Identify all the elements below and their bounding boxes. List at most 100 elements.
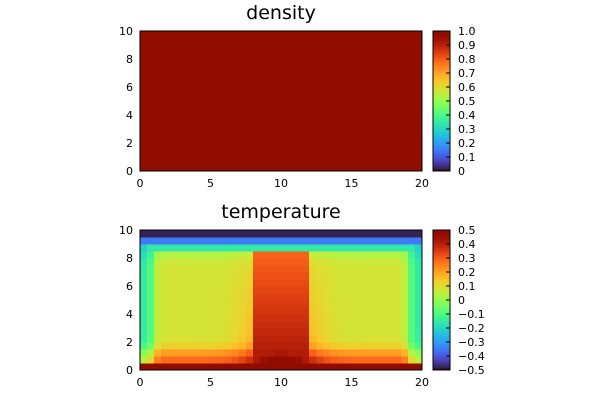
temperature-cell bbox=[379, 328, 388, 336]
colorbar-tick-label: 1.0 bbox=[458, 25, 476, 38]
y-tick-label: 4 bbox=[126, 308, 133, 321]
temperature-cell bbox=[154, 258, 162, 266]
temperature-cell bbox=[414, 244, 423, 252]
temperature-cell bbox=[217, 314, 225, 322]
temperature-cell bbox=[210, 272, 218, 280]
colorbar-tick-label: 0.3 bbox=[458, 123, 476, 136]
temperature-cell bbox=[161, 265, 169, 273]
colorbar-tick-label: −0.1 bbox=[458, 308, 485, 321]
colorbar-swatch bbox=[433, 53, 450, 56]
temperature-cell bbox=[337, 335, 345, 343]
colorbar-swatch bbox=[433, 338, 450, 341]
temperature-cell bbox=[161, 230, 169, 238]
temperature-cell bbox=[323, 272, 331, 280]
temperature-cell bbox=[295, 349, 303, 357]
temperature-cell bbox=[266, 300, 275, 308]
temperature-cell bbox=[358, 265, 366, 273]
temperature-cell bbox=[203, 335, 211, 343]
temperature-cell bbox=[203, 314, 211, 322]
colorbar-swatch bbox=[433, 316, 450, 319]
temperature-cell bbox=[182, 349, 190, 357]
temperature-cell bbox=[386, 258, 395, 266]
temperature-cell bbox=[266, 349, 275, 357]
temperature-cell bbox=[196, 349, 204, 357]
temperature-cell bbox=[203, 293, 211, 301]
density-x-ticks: 0 5 10 15 20 bbox=[137, 177, 430, 190]
temperature-cell bbox=[351, 293, 359, 301]
temperature-cell bbox=[316, 293, 324, 301]
temperature-cell bbox=[379, 321, 388, 329]
temperature-cell bbox=[245, 286, 254, 294]
temperature-cell bbox=[302, 328, 310, 336]
temperature-cell bbox=[330, 321, 338, 329]
temperature-cell bbox=[323, 307, 331, 315]
temperature-cell bbox=[309, 258, 317, 266]
temperature-cell bbox=[407, 230, 416, 238]
temperature-cell bbox=[365, 349, 374, 357]
x-tick-label: 5 bbox=[207, 177, 214, 190]
temperature-cell bbox=[386, 237, 395, 245]
temperature-cell bbox=[295, 321, 303, 329]
temperature-cell bbox=[161, 251, 169, 259]
temperature-cell bbox=[140, 272, 148, 280]
temperature-cell bbox=[217, 307, 225, 315]
colorbar-swatch bbox=[433, 151, 450, 154]
colorbar-swatch bbox=[433, 342, 450, 345]
temperature-cell bbox=[245, 321, 254, 329]
temperature-cell bbox=[400, 286, 409, 294]
temperature-cell bbox=[238, 244, 247, 252]
colorbar-swatch bbox=[433, 352, 450, 355]
temperature-cell bbox=[259, 237, 268, 245]
temperature-cell bbox=[252, 356, 261, 364]
temperature-cell bbox=[414, 265, 423, 273]
temperature-cell bbox=[154, 230, 162, 238]
temperature-cell bbox=[372, 293, 381, 301]
temperature-cell bbox=[302, 237, 310, 245]
temperature-cell bbox=[252, 258, 261, 266]
temperature-cell bbox=[140, 356, 148, 364]
temperature-cell bbox=[309, 363, 317, 371]
temperature-cell bbox=[238, 321, 247, 329]
temperature-cell bbox=[330, 363, 338, 371]
temperature-cell bbox=[175, 230, 183, 238]
temperature-cell bbox=[281, 258, 289, 266]
temperature-cell bbox=[400, 342, 409, 350]
temperature-cell bbox=[344, 265, 352, 273]
temperature-cell bbox=[414, 307, 423, 315]
temperature-cell bbox=[330, 307, 338, 315]
temperature-cell bbox=[316, 300, 324, 308]
temperature-cell bbox=[168, 237, 176, 245]
colorbar-swatch bbox=[433, 115, 450, 118]
temperature-cell bbox=[400, 265, 409, 273]
temperature-cell bbox=[414, 314, 423, 322]
temperature-cell bbox=[372, 265, 381, 273]
temperature-cell bbox=[414, 349, 423, 357]
colorbar-swatch bbox=[433, 107, 450, 110]
temperature-cell bbox=[161, 300, 169, 308]
colorbar-swatch bbox=[433, 294, 450, 297]
temperature-cell bbox=[175, 335, 183, 343]
temperature-cell bbox=[309, 314, 317, 322]
temperature-cell bbox=[252, 251, 261, 259]
temperature-cell bbox=[351, 286, 359, 294]
colorbar-tick-label: −0.3 bbox=[458, 336, 485, 349]
temperature-cell bbox=[323, 335, 331, 343]
temperature-cell bbox=[154, 272, 162, 280]
temperature-cell bbox=[259, 286, 268, 294]
temperature-cell bbox=[224, 342, 233, 350]
temperature-cell bbox=[316, 265, 324, 273]
temperature-cell bbox=[281, 342, 289, 350]
temperature-cell bbox=[372, 230, 381, 238]
temperature-cell bbox=[224, 251, 233, 259]
temperature-cell bbox=[393, 251, 402, 259]
temperature-cell bbox=[358, 230, 366, 238]
temperature-cell bbox=[365, 363, 374, 371]
temperature-cell bbox=[295, 272, 303, 280]
temperature-cell bbox=[393, 356, 402, 364]
temperature-cell bbox=[210, 258, 218, 266]
temperature-cell bbox=[386, 321, 395, 329]
temperature-cell bbox=[259, 363, 268, 371]
temperature-cell bbox=[273, 286, 282, 294]
temperature-cell bbox=[175, 314, 183, 322]
temperature-cell bbox=[189, 244, 197, 252]
